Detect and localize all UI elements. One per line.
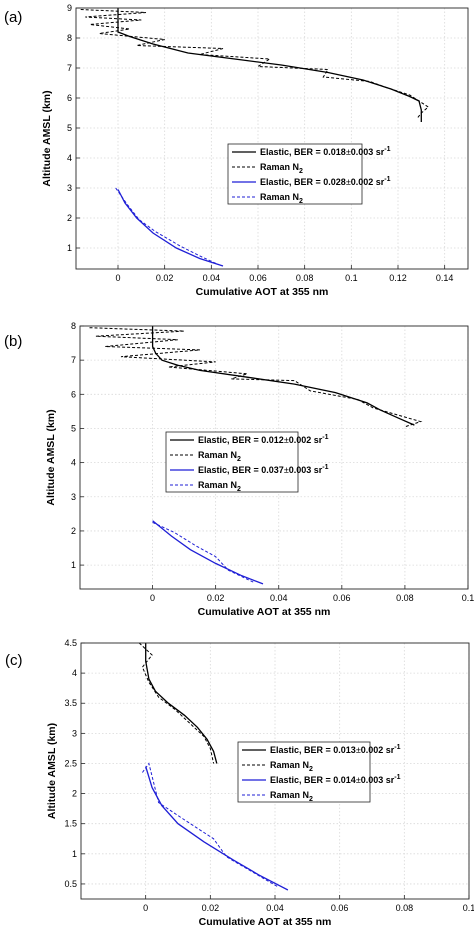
- series-line-2: [89, 327, 423, 428]
- x-tick-label: 0.04: [203, 273, 221, 283]
- x-tick-label: 0.04: [266, 903, 284, 913]
- y-tick-label: 2: [71, 526, 76, 536]
- legend-entry-4: Raman N2: [270, 790, 313, 803]
- y-tick-label: 3: [71, 492, 76, 502]
- y-tick-label: 9: [67, 3, 72, 13]
- legend-entry-2: Raman N2: [270, 760, 313, 773]
- x-axis-label: Cumulative AOT at 355 nm: [198, 606, 331, 618]
- x-tick-label: 0.02: [207, 593, 225, 603]
- y-tick-label: 6: [67, 93, 72, 103]
- y-tick-label: 5: [71, 423, 76, 433]
- y-axis-label: Altitude AMSL (km): [41, 90, 53, 186]
- y-tick-label: 2.5: [64, 758, 77, 768]
- series-line-4: [152, 521, 254, 583]
- x-tick-label: 0.08: [396, 593, 414, 603]
- series-line-3: [145, 766, 289, 891]
- y-axis-label: Altitude AMSL (km): [46, 723, 58, 819]
- x-tick-label: 0.06: [331, 903, 349, 913]
- y-tick-label: 2: [67, 213, 72, 223]
- series-line-1: [145, 643, 218, 764]
- y-tick-label: 7: [67, 63, 72, 73]
- legend-entry-3: Elastic, BER = 0.028±0.002 sr-1: [260, 176, 391, 187]
- y-tick-label: 3: [67, 183, 72, 193]
- series-line-3: [152, 520, 264, 585]
- y-tick-label: 1: [71, 560, 76, 570]
- chart-panel-1: 0 0.02 0.04 0.06 0.08 0.1 0.12 0.14 1 2 3 4 5 6 7 8 9 Cum…: [4, 3, 469, 298]
- x-tick-label: 0.1: [463, 903, 474, 913]
- legend-entry-1: Elastic, BER = 0.012±0.002 sr-1: [198, 434, 329, 445]
- chart-panel-3: 0 0.02 0.04 0.06 0.08 0.1 0.5 1 1.5 2 2.5 3 3.5 4 4.5 C…: [5, 638, 474, 928]
- series-line-4: [141, 762, 279, 888]
- x-tick-label: 0: [143, 903, 148, 913]
- x-axis-label: Cumulative AOT at 355 nm: [199, 916, 332, 928]
- legend-entry-3: Elastic, BER = 0.014±0.003 sr-1: [270, 774, 401, 785]
- y-tick-label: 3: [72, 728, 77, 738]
- y-tick-label: 4: [71, 458, 76, 468]
- x-tick-label: 0.08: [396, 903, 414, 913]
- panel-label: (b): [4, 333, 22, 350]
- series-line-1: [117, 8, 422, 122]
- y-tick-label: 1.5: [64, 819, 77, 829]
- panel-label: (c): [5, 652, 23, 669]
- chart-panel-2: 0 0.02 0.04 0.06 0.08 0.1 1 2 3 4 5 6 7 8 Cumulative A…: [4, 321, 474, 618]
- y-tick-label: 4: [67, 153, 72, 163]
- y-tick-label: 6: [71, 389, 76, 399]
- y-tick-label: 0.5: [64, 879, 77, 889]
- y-tick-label: 7: [71, 355, 76, 365]
- y-tick-label: 4.5: [64, 638, 77, 648]
- y-tick-label: 2: [72, 789, 77, 799]
- y-tick-label: 8: [67, 33, 72, 43]
- legend-box: [165, 431, 299, 493]
- plot-area: [76, 8, 468, 269]
- x-tick-label: 0.1: [345, 273, 358, 283]
- legend-entry-2: Raman N2: [198, 450, 241, 463]
- y-tick-label: 8: [71, 321, 76, 331]
- x-tick-label: 0.06: [333, 593, 351, 603]
- series-line-2: [138, 642, 215, 764]
- y-tick-label: 4: [72, 668, 77, 678]
- legend-box: [237, 741, 371, 803]
- series-line-2: [80, 9, 430, 120]
- legend-entry-4: Raman N2: [260, 192, 303, 205]
- y-tick-label: 1: [67, 243, 72, 253]
- y-tick-label: 1: [72, 849, 77, 859]
- axes-frame: [79, 325, 469, 590]
- x-tick-label: 0.14: [436, 273, 454, 283]
- x-tick-label: 0.06: [249, 273, 267, 283]
- x-tick-label: 0.1: [462, 593, 474, 603]
- x-tick-label: 0.02: [202, 903, 220, 913]
- legend-entry-1: Elastic, BER = 0.013±0.002 sr-1: [270, 744, 401, 755]
- series-line-4: [115, 187, 219, 265]
- x-tick-label: 0: [150, 593, 155, 603]
- legend-entry-2: Raman N2: [260, 162, 303, 175]
- legend-entry-1: Elastic, BER = 0.018±0.003 sr-1: [260, 146, 391, 157]
- y-axis-label: Altitude AMSL (km): [45, 409, 57, 505]
- x-axis-label: Cumulative AOT at 355 nm: [196, 286, 329, 298]
- legend-entry-3: Elastic, BER = 0.037±0.003 sr-1: [198, 464, 329, 475]
- panel-label: (a): [4, 9, 22, 26]
- x-tick-label: 0.04: [270, 593, 288, 603]
- x-tick-label: 0: [115, 273, 120, 283]
- y-tick-label: 5: [67, 123, 72, 133]
- axes-frame: [75, 7, 469, 270]
- x-tick-label: 0.08: [296, 273, 314, 283]
- x-tick-label: 0.12: [389, 273, 407, 283]
- legend-box: [227, 143, 363, 205]
- y-tick-label: 3.5: [64, 698, 77, 708]
- series-line-3: [117, 189, 224, 267]
- legend-entry-4: Raman N2: [198, 480, 241, 493]
- series-line-1: [151, 326, 415, 426]
- x-tick-label: 0.02: [156, 273, 174, 283]
